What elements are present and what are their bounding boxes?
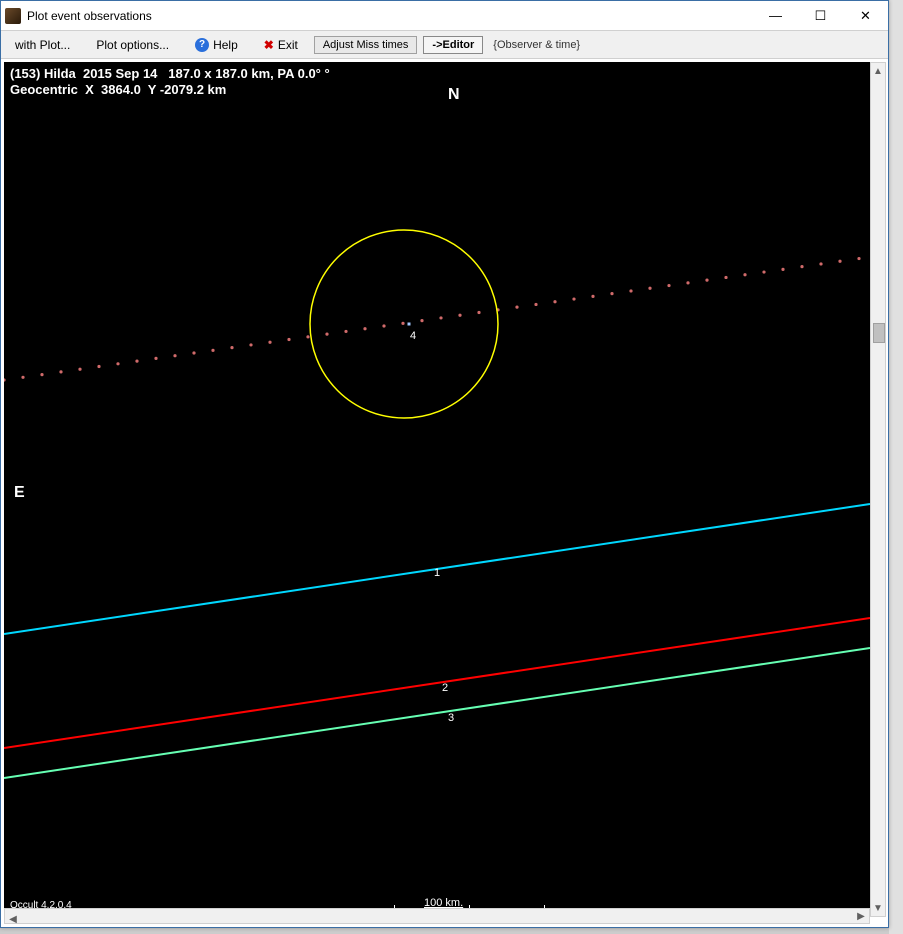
main-window: Plot event observations ― ☐ ✕ with Plot.…: [0, 0, 889, 928]
editor-button[interactable]: ->Editor: [423, 36, 483, 54]
plot-area[interactable]: (153) Hilda 2015 Sep 14 187.0 x 187.0 km…: [4, 62, 870, 917]
chord-label: 3: [448, 712, 454, 724]
plot-info-line2: Geocentric X 3864.0 Y -2079.2 km: [10, 82, 226, 97]
menu-help[interactable]: ? Help: [185, 36, 248, 54]
chord-label: 1: [434, 567, 440, 579]
scroll-right-arrow[interactable]: ▶: [853, 909, 869, 923]
close-button[interactable]: ✕: [843, 1, 888, 30]
plot-info-line1: (153) Hilda 2015 Sep 14 187.0 x 187.0 km…: [10, 66, 330, 81]
scroll-down-arrow[interactable]: ▼: [871, 900, 885, 916]
adjust-miss-times-button[interactable]: Adjust Miss times: [314, 36, 418, 54]
window-controls: ― ☐ ✕: [753, 1, 888, 30]
chord-label: 4: [410, 330, 416, 342]
minimize-button[interactable]: ―: [753, 1, 798, 30]
plot-svg: [4, 62, 870, 917]
menu-plot-options[interactable]: Plot options...: [86, 36, 179, 54]
scroll-thumb-v[interactable]: [873, 323, 885, 343]
menu-exit[interactable]: ✖ Exit: [254, 36, 308, 54]
menu-help-label: Help: [213, 38, 238, 52]
help-icon: ?: [195, 38, 209, 52]
titlebar[interactable]: Plot event observations ― ☐ ✕: [1, 1, 888, 31]
observer-time-label[interactable]: {Observer & time}: [493, 39, 580, 51]
background-panel: [889, 0, 903, 934]
scroll-left-arrow[interactable]: ◀: [5, 913, 21, 927]
vertical-scrollbar[interactable]: ▲ ▼: [870, 62, 886, 917]
menubar: with Plot... Plot options... ? Help ✖ Ex…: [1, 31, 888, 59]
maximize-button[interactable]: ☐: [798, 1, 843, 30]
menu-with-plot[interactable]: with Plot...: [5, 36, 80, 54]
menu-exit-label: Exit: [278, 38, 298, 52]
horizontal-scrollbar[interactable]: ◀ ▶: [4, 908, 870, 924]
compass-north: N: [448, 86, 460, 104]
scroll-up-arrow[interactable]: ▲: [871, 63, 885, 79]
chord-label: 2: [442, 682, 448, 694]
exit-icon: ✖: [264, 38, 274, 52]
window-title: Plot event observations: [27, 9, 753, 23]
compass-east: E: [14, 484, 25, 502]
app-icon: [5, 8, 21, 24]
